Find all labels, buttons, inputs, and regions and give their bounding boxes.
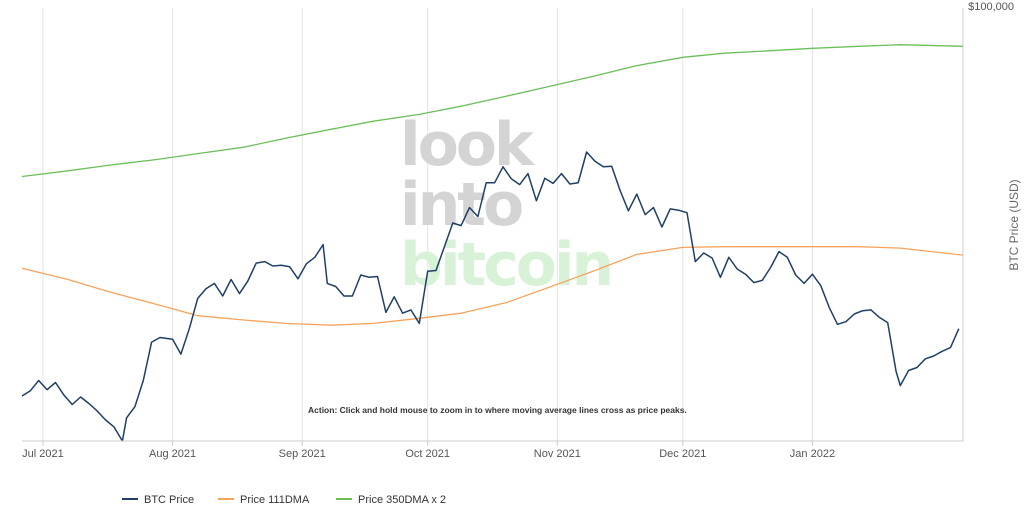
watermark-bitcoin: bitcoin bbox=[400, 230, 611, 300]
watermark-look: look bbox=[400, 110, 536, 180]
x-tick-label-1: Aug 2021 bbox=[149, 448, 196, 460]
y-tick-label-top: $100,000 bbox=[968, 1, 1014, 13]
series-lines bbox=[21, 44, 964, 442]
legend-label-0: BTC Price bbox=[144, 494, 194, 506]
series-line-btc-price[interactable] bbox=[21, 151, 960, 442]
x-axis-ticks: Jul 2021 Aug 2021 Sep 2021 Oct 2021 Nov 2021… bbox=[22, 441, 835, 460]
x-tick-label-3: Oct 2021 bbox=[405, 448, 450, 460]
x-tick-label-2: Sep 2021 bbox=[279, 448, 326, 460]
series-line-price-111dma[interactable] bbox=[21, 246, 964, 326]
x-tick-label-0: Jul 2021 bbox=[22, 448, 64, 460]
legend-label-2: Price 350DMA x 2 bbox=[358, 494, 446, 506]
legend-label-1: Price 111DMA bbox=[240, 494, 310, 506]
watermark-into: into bbox=[400, 170, 522, 240]
legend-item-0[interactable]: BTC Price bbox=[122, 494, 194, 506]
x-tick-label-6: Jan 2022 bbox=[790, 448, 835, 460]
legend[interactable]: BTC Price Price 111DMA Price 350DMA x 2 bbox=[122, 494, 446, 506]
legend-item-1[interactable]: Price 111DMA bbox=[218, 494, 310, 506]
y-axis-title: BTC Price (USD) bbox=[1007, 179, 1021, 270]
x-tick-label-5: Dec 2021 bbox=[659, 448, 706, 460]
zoom-hint-annotation: Action: Click and hold mouse to zoom in … bbox=[308, 405, 687, 415]
legend-item-2[interactable]: Price 350DMA x 2 bbox=[336, 494, 446, 506]
vertical-gridlines bbox=[42, 8, 813, 441]
x-tick-label-4: Nov 2021 bbox=[534, 448, 581, 460]
series-line-price-350dma-x-2[interactable] bbox=[21, 44, 964, 178]
watermark: look into bitcoin bbox=[400, 110, 614, 300]
